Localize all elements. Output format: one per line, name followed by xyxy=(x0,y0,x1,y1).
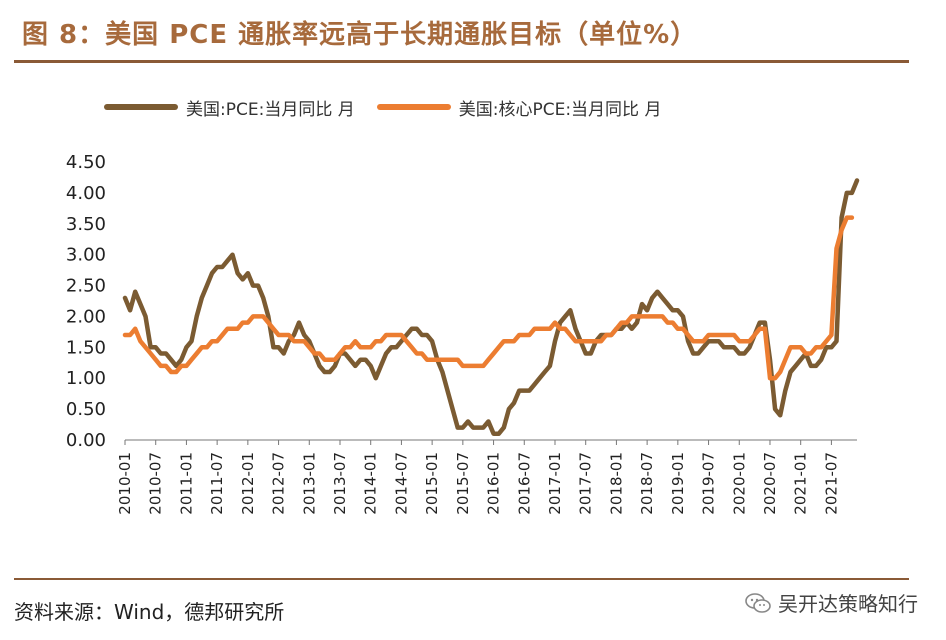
x-tick-label: 2011-01 xyxy=(177,452,195,515)
x-tick-label: 2019-07 xyxy=(700,452,718,515)
chart-legend: 美国:PCE:当月同比 月 美国:核心PCE:当月同比 月 xyxy=(104,92,683,122)
x-tick-label: 2014-07 xyxy=(392,452,410,515)
x-tick-label: 2012-01 xyxy=(239,452,257,515)
y-tick-label: 3.00 xyxy=(66,245,106,266)
series-line-pce xyxy=(122,178,860,437)
y-tick-label: 2.50 xyxy=(66,276,106,297)
y-tick-label: 3.50 xyxy=(66,214,106,235)
legend-label-pce: 美国:PCE:当月同比 月 xyxy=(186,99,355,120)
y-tick-label: 1.50 xyxy=(66,337,106,358)
x-tick-label: 2010-07 xyxy=(147,452,165,515)
x-tick-label: 2010-01 xyxy=(116,452,134,515)
legend-item-core-pce: 美国:核心PCE:当月同比 月 xyxy=(376,95,662,120)
x-tick-label: 2013-07 xyxy=(331,452,349,515)
y-tick-label: 0.00 xyxy=(66,430,106,451)
x-tick-label: 2012-07 xyxy=(270,452,288,515)
watermark: 吴开达策略知行 xyxy=(744,588,918,617)
x-tick-label: 2019-01 xyxy=(669,452,687,515)
x-tick-label: 2018-07 xyxy=(638,452,656,515)
legend-label-core-pce: 美国:核心PCE:当月同比 月 xyxy=(458,99,662,120)
wechat-icon xyxy=(745,592,771,613)
x-tick-label: 2021-01 xyxy=(792,452,810,515)
y-tick-label: 1.00 xyxy=(66,368,106,389)
x-tick-label: 2013-01 xyxy=(300,452,318,515)
legend-item-pce: 美国:PCE:当月同比 月 xyxy=(104,95,355,120)
x-tick-label: 2014-01 xyxy=(362,452,380,515)
x-tick-label: 2011-07 xyxy=(208,452,226,515)
top-divider xyxy=(14,60,909,63)
y-tick-label: 2.00 xyxy=(66,306,106,327)
x-tick-label: 2018-01 xyxy=(607,452,625,515)
x-tick-label: 2020-01 xyxy=(730,452,748,515)
bottom-divider xyxy=(14,578,909,580)
x-tick-label: 2017-01 xyxy=(546,452,564,515)
x-tick-label: 2016-07 xyxy=(515,452,533,515)
source-note: 资料来源：Wind，德邦研究所 xyxy=(14,600,285,624)
y-tick-label: 4.50 xyxy=(66,152,106,173)
x-tick-label: 2017-07 xyxy=(577,452,595,515)
series-line-core-pce xyxy=(122,215,855,381)
x-tick-label: 2016-01 xyxy=(485,452,503,515)
watermark-text: 吴开达策略知行 xyxy=(778,592,918,616)
x-tick-label: 2015-07 xyxy=(454,452,472,515)
x-tick-label: 2015-01 xyxy=(423,452,441,515)
legend-swatch-pce xyxy=(104,104,178,110)
x-tick-label: 2021-07 xyxy=(822,452,840,515)
chart-title: 图 8：美国 PCE 通胀率远高于长期通胀目标（单位%） xyxy=(22,20,698,50)
y-tick-label: 4.00 xyxy=(66,183,106,204)
x-tick-label: 2020-07 xyxy=(761,452,779,515)
legend-swatch-core-pce xyxy=(376,104,451,110)
y-tick-label: 0.50 xyxy=(66,399,106,420)
